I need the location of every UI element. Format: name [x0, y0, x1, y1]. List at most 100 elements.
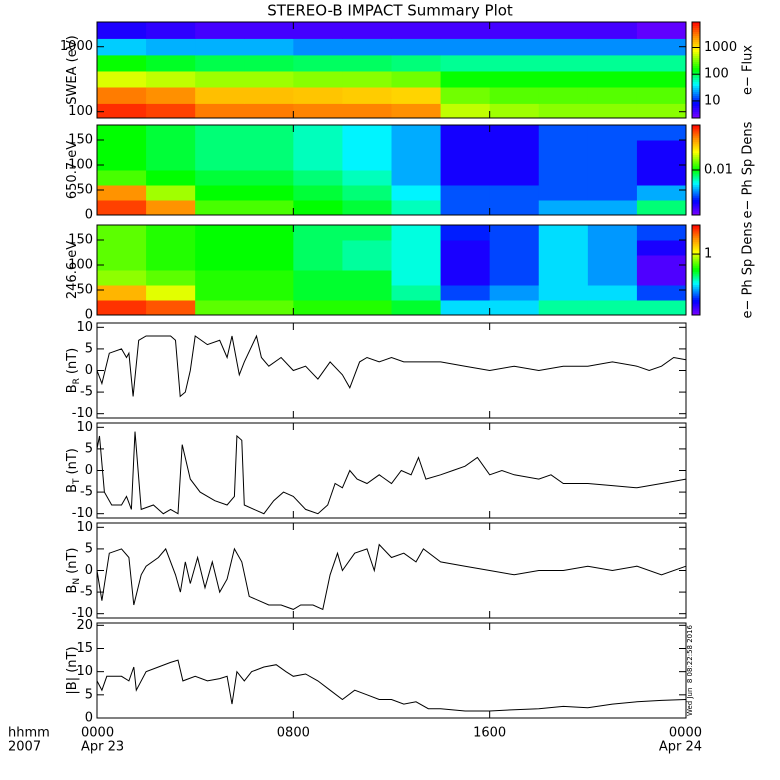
y-tick-label: 100	[68, 158, 93, 173]
colorbar-segment	[692, 288, 700, 292]
colorbar-tick-label: 10	[704, 93, 721, 108]
colorbar-segment	[692, 42, 700, 45]
colorbar-segment	[692, 82, 700, 85]
heatmap-cell	[195, 285, 245, 301]
heatmap-cell	[97, 103, 147, 119]
chart-title: STEREO-B IMPACT Summary Plot	[267, 2, 513, 20]
heatmap-cell	[342, 22, 392, 39]
colorbar-segment	[692, 114, 700, 117]
y-tick-label: -5	[80, 585, 93, 600]
colorbar-segment	[692, 110, 700, 113]
data-line	[96, 431, 687, 515]
colorbar-segment	[692, 56, 700, 59]
heatmap-cell	[391, 240, 442, 256]
heatmap-cell	[587, 103, 638, 119]
heatmap-cell	[587, 155, 638, 171]
heatmap-cell	[342, 38, 392, 56]
heatmap-cell	[440, 38, 491, 56]
colorbar-segment	[692, 190, 700, 193]
colorbar-segment	[692, 143, 700, 147]
heatmap-cell	[440, 225, 491, 241]
heatmap-cell	[587, 270, 638, 286]
heatmap-cell	[489, 185, 540, 201]
heatmap-cell	[391, 22, 442, 39]
colorbar-segment	[692, 175, 700, 178]
heatmap-cell	[195, 54, 245, 72]
colorbar-segment	[692, 181, 700, 184]
heatmap-cell	[97, 285, 147, 301]
heatmap-cell	[538, 38, 589, 56]
timestamp: Wed Jun 8 08:22:58 2016	[686, 624, 694, 716]
heatmap-cell	[244, 54, 294, 72]
heatmap-cell	[146, 155, 196, 171]
colorbar-segment	[692, 40, 700, 43]
y-axis-label-main: 650.7 eV	[65, 141, 80, 199]
heatmap-cell	[489, 22, 540, 39]
colorbar-segment	[692, 126, 700, 130]
heatmap-cell	[195, 200, 245, 216]
heatmap-cell	[636, 38, 687, 56]
colorbar-segment	[692, 28, 700, 31]
heatmap-cell	[293, 125, 343, 141]
colorbar-segment	[692, 162, 700, 165]
heatmap-cell	[391, 54, 442, 72]
colorbar-label: e− Ph Sp Dens	[741, 121, 756, 218]
heatmap-cell	[440, 270, 491, 286]
panel-frame	[96, 21, 687, 119]
colorbar-tick-label: 0.01	[704, 163, 733, 178]
heatmap-cell	[636, 200, 687, 216]
y-tick-label: 5	[85, 341, 93, 356]
heatmap-cell	[538, 140, 589, 156]
colorbar-segment	[692, 88, 700, 91]
y-tick-label: 100	[68, 104, 93, 119]
colorbar-label: e− Flux	[741, 45, 756, 95]
colorbar-segment	[692, 62, 700, 65]
colorbar-segment	[692, 203, 700, 207]
heatmap-cell	[636, 86, 687, 104]
heatmap-cell	[391, 140, 442, 156]
colorbar-segment	[692, 90, 700, 93]
y-tick-label: 5	[85, 541, 93, 556]
colorbar-segment	[692, 183, 700, 186]
colorbar-segment	[692, 238, 700, 241]
y-axis-label-unit: (nT)	[65, 348, 80, 374]
heatmap-cell	[146, 70, 196, 88]
heatmap-cell	[587, 54, 638, 72]
y-tick-label: 100	[68, 258, 93, 273]
y-axis-label-sub: N	[72, 578, 82, 585]
colorbar-segment	[692, 207, 700, 210]
colorbar-segment	[692, 24, 700, 27]
heatmap-cell	[391, 155, 442, 171]
heatmap-cell	[391, 38, 442, 56]
heatmap-cell	[587, 285, 638, 301]
colorbar-segment	[692, 230, 700, 233]
heatmap-cell	[342, 300, 392, 316]
colorbar-segment	[692, 211, 700, 214]
heatmap-cell	[587, 255, 638, 271]
heatmap-cell	[342, 155, 392, 171]
heatmap-cell	[146, 125, 196, 141]
heatmap-cell	[440, 70, 491, 88]
heatmap-cell	[636, 155, 687, 171]
heatmap-cell	[440, 155, 491, 171]
heatmap-cell	[489, 155, 540, 171]
heatmap-cell	[195, 86, 245, 104]
colorbar-segment	[692, 309, 700, 312]
colorbar-frame	[691, 21, 701, 119]
heatmap-cell	[146, 170, 196, 186]
colorbar-segment	[692, 236, 700, 239]
colorbar-segment	[692, 255, 700, 258]
heatmap-cell	[195, 155, 245, 171]
heatmap-cell	[391, 225, 442, 241]
data-line	[96, 659, 687, 712]
heatmap-cell	[440, 103, 491, 119]
colorbar-segment	[692, 70, 700, 73]
heatmap-cell	[391, 200, 442, 216]
heatmap-cell	[587, 240, 638, 256]
y-axis-label: 650.7 eV	[65, 141, 80, 199]
y-axis-label-main: |B| (nT)	[65, 646, 80, 694]
y-tick-label: 10	[76, 420, 93, 435]
y-axis-label: SWEA (eV)	[65, 35, 80, 104]
heatmap-cell	[440, 300, 491, 316]
